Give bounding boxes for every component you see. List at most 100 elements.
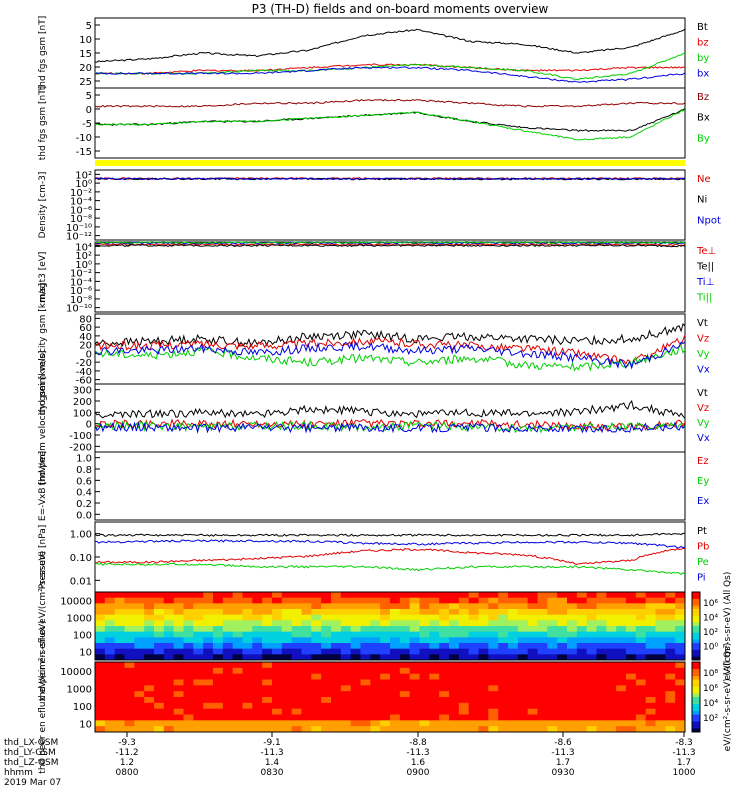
- heatmap-cell: [458, 667, 470, 675]
- heatmap-cell: [213, 673, 224, 680]
- heatmap-cell: [606, 667, 617, 675]
- heatmap-cell: [675, 726, 686, 733]
- heatmap-cell: [252, 631, 263, 638]
- heatmap-cell: [222, 667, 234, 675]
- heatmap-cell: [409, 697, 420, 704]
- heatmap-cell: [399, 654, 411, 661]
- heatmap-cell: [645, 714, 656, 721]
- heatmap-cell: [478, 673, 489, 680]
- heatmap-cell: [340, 637, 352, 644]
- heatmap-cell: [291, 691, 302, 698]
- heatmap-cell: [527, 679, 538, 686]
- heatmap-cell: [488, 679, 499, 686]
- heatmap-cell: [508, 714, 519, 721]
- heatmap-cell: [114, 697, 125, 704]
- heatmap-cell: [114, 603, 125, 610]
- heatmap-cell: [458, 609, 470, 616]
- heatmap-cell: [134, 631, 145, 638]
- heatmap-cell: [370, 637, 381, 644]
- heatmap-cell: [557, 648, 568, 655]
- ytick-label: 100: [73, 408, 92, 419]
- heatmap-cell: [331, 697, 342, 704]
- footer-value: 1.7: [556, 758, 570, 768]
- heatmap-cell: [222, 614, 234, 621]
- heatmap-cell: [213, 685, 224, 692]
- colorbar-cell: [692, 665, 700, 670]
- heatmap-cell: [478, 614, 489, 621]
- heatmap-cell: [626, 673, 637, 680]
- heatmap-cell: [399, 614, 411, 621]
- heatmap-cell: [114, 592, 125, 599]
- heatmap-cell: [488, 620, 499, 627]
- heatmap-cell: [409, 667, 420, 675]
- heatmap-cell: [478, 708, 489, 715]
- heatmap-cell: [104, 614, 116, 621]
- heatmap-cell: [527, 667, 538, 675]
- heatmap-cell: [517, 620, 529, 627]
- heatmap-cell: [517, 691, 529, 698]
- footer-value: 0900: [407, 768, 430, 778]
- heatmap-cell: [567, 685, 578, 692]
- legend-5-2: Vy: [697, 418, 710, 429]
- heatmap-cell: [380, 609, 391, 616]
- heatmap-cell: [213, 679, 224, 686]
- heatmap-cell: [350, 673, 361, 680]
- heatmap-cell: [311, 691, 322, 698]
- heatmap-cell: [468, 609, 479, 616]
- heatmap-cell: [193, 691, 204, 698]
- heatmap-cell: [95, 631, 106, 638]
- heatmap-cell: [576, 702, 588, 710]
- ytick-label: 300: [73, 386, 92, 397]
- heatmap-cell: [508, 720, 519, 727]
- heatmap-cell: [380, 648, 391, 655]
- heatmap-cell: [429, 637, 440, 644]
- heatmap-cell: [340, 708, 352, 715]
- heatmap-cell: [242, 685, 253, 692]
- heatmap-cell: [193, 643, 204, 650]
- heatmap-cell: [665, 667, 676, 675]
- heatmap-cell: [144, 643, 155, 650]
- heatmap-cell: [183, 614, 194, 621]
- heatmap-cell: [370, 603, 381, 610]
- heatmap-cell: [124, 654, 135, 661]
- heatmap-cell: [537, 631, 548, 638]
- legend-2-2: Npot: [697, 215, 721, 226]
- ytick-label: 0.6: [76, 476, 92, 487]
- heatmap-cell: [242, 614, 253, 621]
- heatmap-cell: [331, 726, 342, 733]
- heatmap-cell: [606, 620, 617, 627]
- heatmap-cell: [567, 592, 578, 599]
- heatmap-cell: [242, 609, 253, 616]
- panel-frame-7: [94, 521, 686, 593]
- heatmap-cell: [390, 691, 401, 698]
- heatmap-cell: [380, 637, 391, 644]
- footer-value: -9.3: [118, 738, 136, 748]
- heatmap-cell: [262, 679, 273, 686]
- heatmap-cell: [439, 685, 450, 692]
- heatmap-cell: [213, 720, 224, 727]
- legend-3-1: Te||: [696, 262, 714, 273]
- heatmap-cell: [144, 679, 155, 686]
- heatmap-cell: [183, 631, 194, 638]
- heatmap-cell: [449, 667, 460, 675]
- heatmap-cell: [380, 726, 391, 733]
- heatmap-cell: [252, 597, 263, 604]
- heatmap-cell: [134, 726, 145, 733]
- heatmap-cell: [665, 685, 676, 692]
- heatmap-cell: [390, 609, 401, 616]
- colorbar-cell: [692, 612, 700, 617]
- heatmap-cell: [321, 648, 332, 655]
- heatmap-cell: [498, 631, 509, 638]
- heatmap-cell: [173, 609, 184, 616]
- heatmap-cell: [95, 720, 106, 727]
- heatmap-cell: [311, 603, 322, 610]
- heatmap-cell: [606, 726, 617, 733]
- heatmap-cell: [114, 720, 125, 727]
- heatmap-cell: [173, 726, 184, 733]
- colorbar-cell: [692, 676, 700, 680]
- heatmap-cell: [154, 685, 165, 692]
- heatmap-cell: [163, 697, 175, 704]
- heatmap-cell: [360, 708, 371, 715]
- heatmap-cell: [262, 708, 273, 715]
- heatmap-cell: [213, 592, 224, 599]
